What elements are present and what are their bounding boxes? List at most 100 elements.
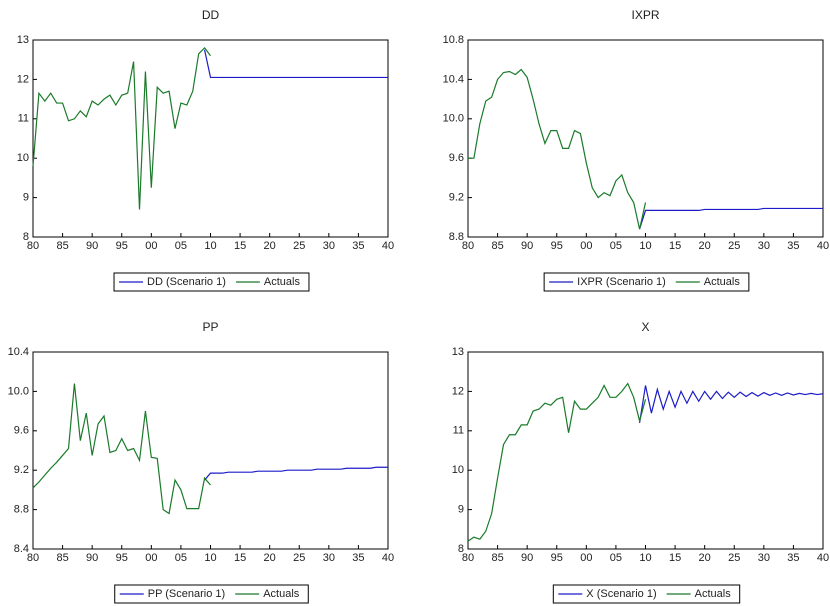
x-tick-label: 10 — [639, 552, 651, 564]
y-tick-label: 13 — [452, 346, 464, 358]
y-tick-label: 9.2 — [449, 192, 464, 204]
y-tick-label: 9 — [23, 192, 29, 204]
x-tick-label: 20 — [264, 552, 276, 564]
x-tick-label: 85 — [56, 240, 68, 252]
y-tick-label: 10.8 — [443, 34, 464, 46]
x-tick-label: 00 — [145, 240, 157, 252]
series-line — [205, 50, 388, 78]
x-tick-label: 35 — [787, 552, 799, 564]
x-tick-label: 85 — [491, 552, 503, 564]
x-tick-label: 05 — [175, 240, 187, 252]
x-tick-label: 30 — [323, 240, 335, 252]
y-tick-label: 11 — [453, 425, 464, 437]
x-tick-label: 10 — [204, 240, 216, 252]
x-tick-label: 00 — [580, 552, 592, 564]
y-tick-label: 9.2 — [14, 464, 29, 476]
legend-label: Actuals — [695, 588, 732, 600]
plot-frame — [468, 352, 823, 549]
x-tick-label: 80 — [462, 552, 474, 564]
y-tick-label: 10.4 — [8, 346, 29, 358]
x-tick-label: 35 — [787, 240, 799, 252]
y-tick-label: 10.0 — [8, 385, 29, 397]
series-line — [468, 70, 646, 230]
y-tick-label: 10.4 — [443, 73, 464, 85]
legend: PP (Scenario 1) Actuals — [115, 585, 309, 603]
y-tick-label: 9 — [458, 504, 464, 516]
x-tick-label: 05 — [610, 552, 622, 564]
x-tick-label: 25 — [293, 552, 305, 564]
chart-title: DD — [202, 8, 220, 22]
legend: DD (Scenario 1) Actuals — [114, 273, 309, 291]
x-tick-label: 95 — [551, 552, 563, 564]
chart-title: X — [641, 320, 649, 334]
x-tick-label: 10 — [639, 240, 651, 252]
x-tick-label: 85 — [56, 552, 68, 564]
x-tick-label: 80 — [462, 240, 474, 252]
y-tick-label: 10 — [17, 152, 29, 164]
x-tick-label: 90 — [86, 552, 98, 564]
y-tick-label: 11 — [18, 113, 29, 125]
x-tick-label: 80 — [27, 552, 39, 564]
x-tick-label: 80 — [27, 240, 39, 252]
y-tick-label: 9.6 — [14, 425, 29, 437]
x-tick-label: 30 — [758, 552, 770, 564]
x-tick-label: 00 — [580, 240, 592, 252]
x-tick-label: 90 — [86, 240, 98, 252]
x-tick-label: 95 — [551, 240, 563, 252]
legend-label: Actuals — [263, 588, 300, 600]
series-line — [468, 384, 646, 542]
x-tick-label: 40 — [382, 552, 394, 564]
x-tick-label: 25 — [293, 240, 305, 252]
legend-label: PP (Scenario 1) — [148, 588, 225, 600]
x-tick-label: 25 — [728, 552, 740, 564]
x-tick-label: 30 — [758, 240, 770, 252]
y-tick-label: 10.0 — [443, 113, 464, 125]
x-tick-label: 95 — [116, 552, 128, 564]
x-tick-label: 05 — [175, 552, 187, 564]
y-tick-label: 10 — [452, 464, 464, 476]
series-line — [640, 385, 823, 422]
x-tick-label: 40 — [817, 552, 829, 564]
y-tick-label: 8.8 — [14, 504, 29, 516]
x-tick-label: 15 — [669, 552, 681, 564]
chart-grid: DD891011121380859095000510152025303540DD… — [0, 0, 830, 606]
series-line — [33, 384, 211, 514]
x-tick-label: 90 — [521, 552, 533, 564]
y-tick-label: 13 — [17, 34, 29, 46]
plot-frame — [33, 352, 388, 549]
legend-label: DD (Scenario 1) — [147, 276, 226, 288]
y-tick-label: 12 — [452, 385, 464, 397]
x-tick-label: 10 — [204, 552, 216, 564]
x-tick-label: 35 — [352, 552, 364, 564]
x-tick-label: 30 — [323, 552, 335, 564]
chart-title: IXPR — [631, 8, 659, 22]
chart-title: PP — [202, 320, 218, 334]
series-line — [33, 48, 211, 210]
x-tick-label: 95 — [116, 240, 128, 252]
plot-frame — [33, 40, 388, 237]
x-tick-label: 85 — [491, 240, 503, 252]
x-tick-label: 90 — [521, 240, 533, 252]
legend-label: Actuals — [264, 276, 301, 288]
x-tick-label: 20 — [699, 552, 711, 564]
y-tick-label: 9.6 — [449, 152, 464, 164]
x-tick-label: 25 — [728, 240, 740, 252]
x-tick-label: 35 — [352, 240, 364, 252]
y-tick-label: 12 — [17, 73, 29, 85]
x-tick-label: 40 — [817, 240, 829, 252]
legend-label: X (Scenario 1) — [586, 588, 656, 600]
x-tick-label: 15 — [234, 240, 246, 252]
x-tick-label: 05 — [610, 240, 622, 252]
legend-label: Actuals — [704, 276, 741, 288]
x-tick-label: 15 — [669, 240, 681, 252]
x-tick-label: 15 — [234, 552, 246, 564]
x-tick-label: 20 — [264, 240, 276, 252]
legend: IXPR (Scenario 1) Actuals — [544, 273, 749, 291]
x-tick-label: 00 — [145, 552, 157, 564]
x-tick-label: 40 — [382, 240, 394, 252]
series-line — [205, 467, 388, 480]
x-tick-label: 20 — [699, 240, 711, 252]
series-line — [640, 208, 823, 229]
legend-label: IXPR (Scenario 1) — [577, 276, 666, 288]
legend: X (Scenario 1) Actuals — [553, 585, 739, 603]
